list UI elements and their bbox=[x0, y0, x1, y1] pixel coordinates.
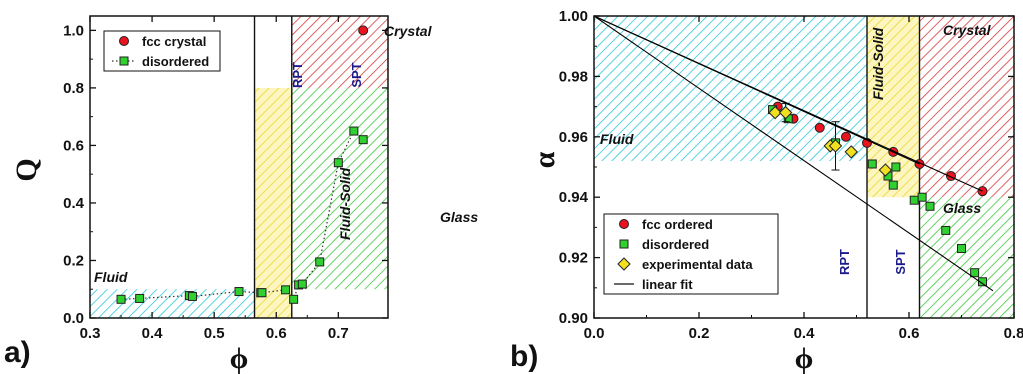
a-ytick-label: 0.8 bbox=[63, 80, 84, 97]
b-xtick-label: 0.0 bbox=[584, 325, 605, 342]
a-plot-area bbox=[90, 16, 388, 318]
b-region-fluid bbox=[594, 16, 867, 161]
b-legend-swatch-diamond bbox=[617, 257, 631, 271]
a-region-crystal bbox=[291, 16, 388, 88]
panel-a-chart: Fluid Fluid-Solid Glass Crystal RPT SPT 0.3 0.4… bbox=[4, 15, 478, 374]
a-point-disordered bbox=[135, 293, 145, 303]
b-point-disordered bbox=[957, 244, 966, 254]
b-ylabel: α bbox=[528, 151, 561, 168]
b-point-disordered bbox=[978, 277, 987, 287]
a-xtick-label: 0.3 bbox=[80, 325, 101, 342]
b-point-experimental-data bbox=[778, 105, 793, 120]
a-region-fluid bbox=[90, 289, 255, 318]
a-ytick-label: 0.0 bbox=[63, 310, 84, 327]
a-panel-label: a) bbox=[4, 336, 31, 369]
b-legend-label: experimental data bbox=[642, 257, 753, 272]
a-plot-frame bbox=[89, 15, 389, 319]
a-xtick-label: 0.6 bbox=[266, 325, 287, 342]
a-point-disordered bbox=[281, 285, 291, 295]
a-legend-label: fcc crystal bbox=[142, 34, 206, 49]
a-vline-label-rpt: RPT bbox=[290, 62, 305, 88]
b-ytick-label: 0.92 bbox=[559, 250, 588, 267]
b-region-label-fluid-solid: Fluid-Solid bbox=[870, 27, 886, 100]
a-region-label-crystal: Crystal bbox=[384, 23, 433, 39]
a-region-fluid-solid bbox=[254, 87, 292, 318]
b-ytick-label: 0.90 bbox=[559, 310, 588, 327]
b-legend-label: disordered bbox=[642, 237, 709, 252]
a-ytick-label: 1.0 bbox=[63, 22, 84, 39]
a-region-label-fluid-solid: Fluid-Solid bbox=[337, 167, 353, 240]
b-region-label-crystal: Crystal bbox=[943, 22, 992, 38]
a-vline-label-spt: SPT bbox=[349, 62, 364, 87]
b-xtick-label: 0.6 bbox=[899, 325, 920, 342]
a-ytick-label: 0.2 bbox=[63, 252, 84, 269]
b-xtick-label: 0.8 bbox=[1004, 325, 1023, 342]
a-region-glass bbox=[291, 87, 388, 290]
b-point-fcc-ordered bbox=[814, 122, 825, 133]
a-legend-swatch-square bbox=[119, 56, 129, 66]
a-point-disordered bbox=[315, 257, 325, 267]
a-point-disordered bbox=[187, 291, 197, 301]
b-region-glass bbox=[919, 197, 1014, 318]
b-legend-swatch-square bbox=[619, 239, 629, 249]
a-ylabel: Q bbox=[10, 158, 43, 181]
a-point-disordered bbox=[333, 158, 343, 168]
a-legend-label: disordered bbox=[142, 54, 209, 69]
b-ytick-label: 0.96 bbox=[559, 129, 588, 146]
a-point-fcc-crystal bbox=[358, 25, 369, 36]
a-ytick-label: 0.4 bbox=[63, 195, 85, 212]
b-xtick-label: 0.2 bbox=[689, 325, 710, 342]
b-legend-swatch-circle bbox=[619, 219, 629, 229]
b-ytick-label: 0.94 bbox=[559, 189, 589, 206]
b-point-disordered bbox=[888, 180, 898, 190]
b-legend-label: linear fit bbox=[642, 277, 693, 292]
a-xtick-label: 0.5 bbox=[204, 325, 225, 342]
b-point-disordered bbox=[909, 195, 919, 205]
a-legend: fcc crystal disordered bbox=[103, 30, 221, 72]
a-point-disordered bbox=[358, 135, 368, 145]
b-point-experimental-data bbox=[828, 139, 843, 153]
b-region-label-glass: Glass bbox=[943, 200, 981, 216]
a-point-disordered bbox=[257, 288, 267, 298]
panel-b-chart: Fluid Fluid-Solid Glass Crystal RPT SPT 0.0 0.2… bbox=[510, 8, 1023, 374]
a-xtick-label: 0.4 bbox=[142, 325, 164, 342]
a-point-disordered bbox=[349, 126, 359, 136]
b-fit-line-2 bbox=[594, 16, 994, 292]
a-point-disordered bbox=[234, 287, 244, 297]
b-point-disordered bbox=[925, 201, 935, 211]
b-point-experimental-data bbox=[768, 105, 782, 120]
b-point-disordered bbox=[970, 268, 980, 278]
a-ytick-label: 0.6 bbox=[63, 137, 84, 154]
b-vline-label-spt: SPT bbox=[893, 249, 908, 274]
b-plot-area bbox=[594, 16, 1014, 318]
b-point-experimental-data bbox=[878, 163, 893, 177]
a-xtick-label: 0.7 bbox=[328, 325, 349, 342]
b-point-disordered bbox=[891, 162, 901, 172]
b-point-experimental-data bbox=[844, 145, 858, 159]
a-region-label-glass: Glass bbox=[440, 209, 478, 225]
b-point-disordered bbox=[941, 225, 951, 235]
b-point-disordered bbox=[917, 192, 927, 202]
b-legend-box bbox=[603, 213, 779, 295]
a-point-disordered bbox=[297, 279, 307, 289]
b-fit-line-1 bbox=[594, 16, 920, 165]
b-xlabel: ϕ bbox=[795, 342, 814, 374]
a-point-disordered bbox=[289, 294, 299, 304]
a-point-disordered bbox=[116, 294, 126, 304]
b-panel-label: b) bbox=[510, 340, 538, 373]
b-legend: fcc ordered disordered experimental data li… bbox=[603, 213, 779, 295]
b-point-fcc-ordered bbox=[841, 131, 851, 142]
b-ytick-label: 0.98 bbox=[559, 68, 588, 85]
a-xlabel: ϕ bbox=[230, 342, 249, 374]
a-region-label-fluid: Fluid bbox=[94, 269, 128, 285]
b-point-disordered bbox=[867, 159, 877, 169]
b-region-label-fluid: Fluid bbox=[600, 131, 634, 147]
a-legend-swatch-circle bbox=[119, 36, 129, 46]
b-ytick-label: 1.00 bbox=[559, 8, 588, 25]
b-vline-label-rpt: RPT bbox=[837, 249, 852, 275]
b-xtick-label: 0.4 bbox=[794, 325, 816, 342]
b-region-crystal bbox=[919, 16, 1014, 198]
b-legend-label: fcc ordered bbox=[642, 217, 713, 232]
